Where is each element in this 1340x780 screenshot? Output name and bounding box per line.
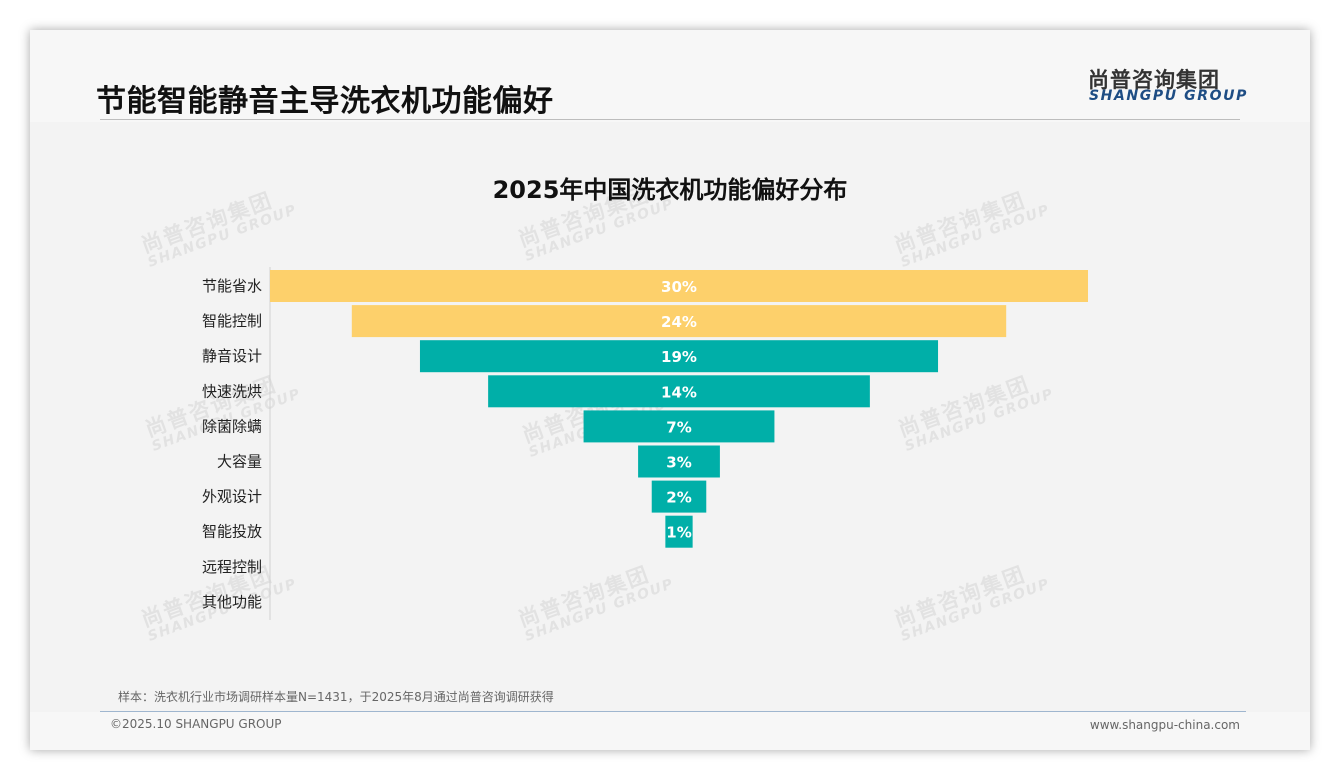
logo-chinese: 尚普咨询集团 (1088, 68, 1220, 92)
category-label: 其他功能 (202, 593, 262, 611)
category-label: 智能控制 (202, 312, 262, 330)
slide: 节能智能静音主导洗衣机功能偏好 尚普咨询集团 SHANGPU GROUP 尚普咨… (30, 30, 1310, 750)
bar-value-label: 3% (666, 454, 691, 472)
funnel-bar (665, 515, 693, 548)
funnel-chart: 节能省水 30% 智能控制 24% 静音设计 19% 快速洗烘 14% 除菌除螨 7% 大容量 3% 外… (202, 267, 1088, 620)
copyright: ©2025.10 SHANGPU GROUP (110, 717, 282, 731)
funnel-bar (270, 270, 1088, 302)
category-label: 除菌除螨 (202, 417, 262, 435)
category-label: 远程控制 (202, 558, 262, 576)
bar-value-label: 14% (661, 383, 697, 401)
category-label: 节能省水 (202, 277, 262, 295)
category-label: 快速洗烘 (202, 382, 262, 400)
website-url: www.shangpu-china.com (1089, 718, 1240, 732)
footer-divider (100, 711, 1246, 712)
title-divider (100, 119, 1240, 120)
bar-value-label: 30% (661, 278, 697, 296)
category-label: 静音设计 (202, 347, 262, 365)
bar-value-label: 24% (661, 313, 697, 331)
funnel-bar (488, 375, 870, 408)
header-band (30, 30, 1310, 122)
funnel-bar (583, 410, 775, 443)
funnel-bar (419, 340, 939, 373)
funnel-bar (351, 305, 1007, 338)
funnel-bar (651, 480, 707, 513)
footer-band (30, 712, 1310, 750)
funnel-bar (638, 445, 720, 478)
chart-title: 2025年中国洗衣机功能偏好分布 (492, 176, 848, 204)
source-note: 样本：洗衣机行业市场调研样本量N=1431，于2025年8月通过尚普咨询调研获得 (118, 690, 554, 704)
category-label: 大容量 (217, 453, 262, 471)
bar-value-label: 19% (661, 348, 697, 366)
bar-value-label: 7% (666, 418, 691, 436)
bar-value-label: 2% (666, 489, 691, 507)
logo-english: SHANGPU GROUP (1089, 88, 1248, 104)
page-title: 节能智能静音主导洗衣机功能偏好 (96, 84, 554, 119)
category-label: 外观设计 (202, 488, 262, 506)
category-label: 智能投放 (202, 523, 262, 541)
bar-value-label: 1% (666, 524, 691, 542)
